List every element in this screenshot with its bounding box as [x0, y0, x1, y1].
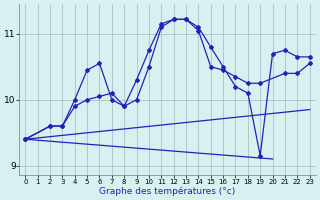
X-axis label: Graphe des températures (°c): Graphe des températures (°c): [100, 186, 236, 196]
